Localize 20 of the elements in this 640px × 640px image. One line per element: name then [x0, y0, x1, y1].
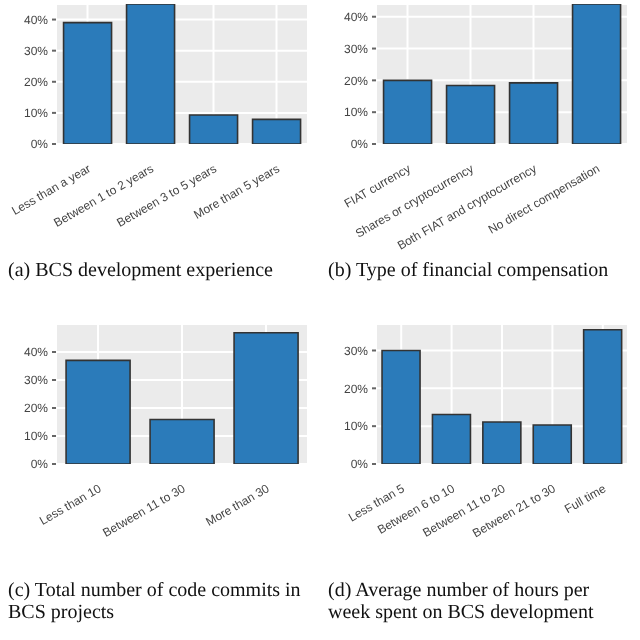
text: (b) Type of financial compensation [326, 260, 611, 282]
text: (d) Average number of hours per week spent on BCS development [326, 580, 596, 624]
bar [125, 4, 176, 144]
bar [233, 331, 299, 464]
bar [149, 418, 215, 464]
bar [532, 424, 573, 464]
bar [445, 84, 496, 144]
bar [431, 413, 472, 464]
bar [381, 349, 421, 464]
bar [482, 421, 522, 464]
bar [188, 114, 239, 144]
text: (c) Total number of code commits in BCS projects [6, 580, 303, 624]
bar [508, 82, 559, 144]
bar [582, 328, 623, 464]
bar [65, 359, 131, 464]
bar [382, 79, 433, 144]
bar [251, 118, 302, 144]
bar [62, 21, 113, 144]
bar [571, 4, 622, 144]
text: (a) BCS development experience [6, 260, 275, 282]
